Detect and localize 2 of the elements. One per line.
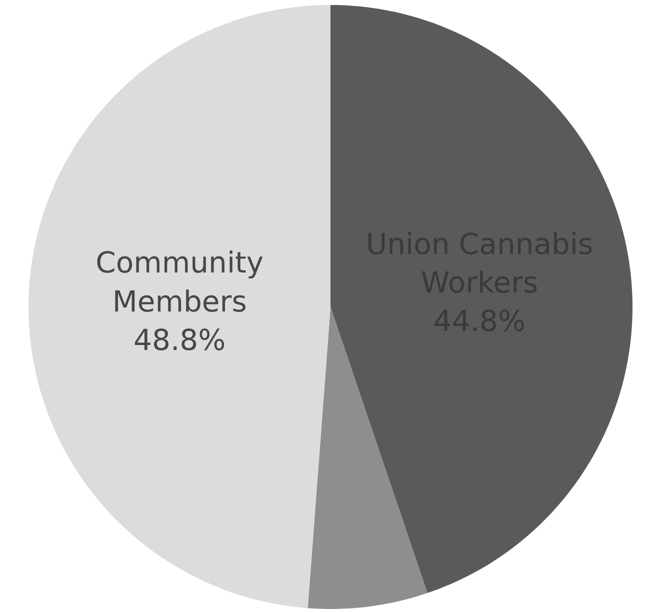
slice-label: Community Members — [96, 246, 264, 318]
data-label: 48.8% — [134, 322, 226, 357]
